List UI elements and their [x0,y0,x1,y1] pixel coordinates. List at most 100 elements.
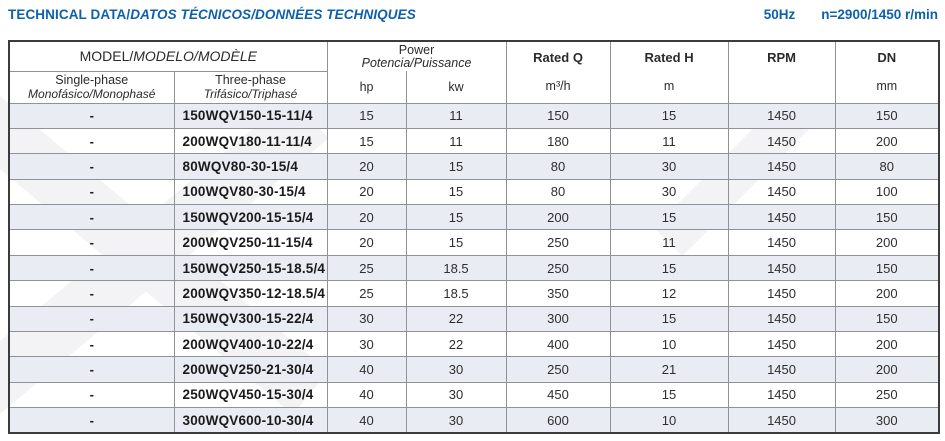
cell-rated-q: 250 [505,254,611,282]
header-dn: DN mm [834,40,940,104]
cell-rpm: 1450 [727,381,836,409]
cell-model: 150WQV150-15-11/4 [173,102,328,129]
cell-model: 80WQV80-30-15/4 [173,153,328,180]
cell-single-phase: - [8,280,175,307]
cell-rated-q: 150 [505,102,611,129]
header-single-phase-label: Single-phase [55,73,129,87]
cell-model: 300WQV600-10-30/4 [173,407,328,434]
table-row: - 200WQV250-21-30/4 40 30 250 21 1450 20… [8,356,940,383]
cell-kw: 30 [405,407,507,434]
cell-dn: 150 [834,102,940,129]
cell-hp: 15 [326,127,407,155]
header-hp-unit: hp [326,71,407,104]
cell-single-phase: - [8,127,175,155]
cell-kw: 18.5 [405,280,507,307]
cell-kw: 11 [405,102,507,129]
cell-hp: 40 [326,407,407,434]
table-row: - 150WQV300-15-22/4 30 22 300 15 1450 15… [8,305,940,333]
cell-dn: 250 [834,381,940,409]
cell-single-phase: - [8,153,175,180]
frequency-speed-group: 50Hz n=2900/1450 r/min [764,7,938,22]
cell-kw: 15 [405,153,507,180]
cell-single-phase: - [8,178,175,206]
header-model-main: MODEL/ [79,48,134,65]
cell-single-phase: - [8,407,175,434]
header-rpm-unit [729,79,835,94]
cell-model: 200WQV250-21-30/4 [173,356,328,383]
table-body: - 150WQV150-15-11/4 15 11 150 15 1450 15… [8,102,940,434]
cell-hp: 30 [326,331,407,358]
header-rated-h-label: Rated H [644,50,694,65]
cell-kw: 11 [405,127,507,155]
cell-hp: 30 [326,305,407,333]
cell-rated-q: 350 [505,280,611,307]
cell-dn: 300 [834,407,940,434]
cell-dn: 200 [834,331,940,358]
header-rated-q-unit: m³/h [545,79,571,93]
cell-model: 100WQV80-30-15/4 [173,178,328,206]
cell-rated-q: 450 [505,381,611,409]
cell-single-phase: - [8,331,175,358]
cell-dn: 200 [834,356,940,383]
table-row: - 100WQV80-30-15/4 20 15 80 30 1450 100 [8,178,940,206]
table-header: MODEL/MODELO/MODÈLE Power Potencia/Puiss… [8,40,940,104]
cell-rpm: 1450 [727,127,836,155]
cell-dn: 200 [834,280,940,307]
cell-single-phase: - [8,356,175,383]
cell-hp: 20 [326,204,407,231]
page-title: TECHNICAL DATA/DATOS TÉCNICOS/DONNÉES TE… [8,7,416,22]
cell-rated-h: 15 [609,254,729,282]
table-row: - 200WQV180-11-11/4 15 11 180 11 1450 20… [8,127,940,155]
table-row: - 200WQV400-10-22/4 30 22 400 10 1450 20… [8,331,940,358]
table-row: - 200WQV250-11-15/4 20 15 250 11 1450 20… [8,229,940,256]
cell-kw: 18.5 [405,254,507,282]
cell-rated-q: 600 [505,407,611,434]
header-single-phase-translations: Monofásico/Monophasé [28,87,156,101]
header-rpm: RPM [727,40,836,104]
cell-rated-q: 80 [505,153,611,180]
cell-dn: 200 [834,127,940,155]
cell-dn: 150 [834,254,940,282]
header-dn-unit: mm [876,79,898,93]
cell-rpm: 1450 [727,254,836,282]
cell-rated-q: 250 [505,229,611,256]
cell-rated-h: 12 [609,280,729,307]
header-rated-h-unit: m [663,79,675,93]
cell-rated-h: 15 [609,102,729,129]
cell-model: 200WQV250-11-15/4 [173,229,328,256]
cell-rated-h: 30 [609,153,729,180]
header-kw-unit: kw [405,71,507,104]
cell-single-phase: - [8,102,175,129]
table-row: - 80WQV80-30-15/4 20 15 80 30 1450 80 [8,153,940,180]
table-row: - 250WQV450-15-30/4 40 30 450 15 1450 25… [8,381,940,409]
cell-rpm: 1450 [727,356,836,383]
header-rated-q-label: Rated Q [533,50,583,65]
cell-kw: 22 [405,331,507,358]
page-title-main: TECHNICAL DATA/ [8,6,131,22]
cell-rpm: 1450 [727,204,836,231]
frequency-label: 50Hz [763,6,796,22]
header-three-phase-translations: Trifásico/Triphasé [203,87,298,101]
cell-hp: 40 [326,356,407,383]
cell-rated-h: 11 [609,229,729,256]
cell-kw: 15 [405,178,507,206]
cell-rated-h: 30 [609,178,729,206]
title-bar: TECHNICAL DATA/DATOS TÉCNICOS/DONNÉES TE… [8,4,938,24]
header-power: Power Potencia/Puissance [326,40,507,71]
header-single-phase: Single-phase Monofásico/Monophasé [8,71,175,104]
cell-rated-h: 10 [609,331,729,358]
cell-rpm: 1450 [727,280,836,307]
cell-rpm: 1450 [727,153,836,180]
header-rpm-label: RPM [767,50,796,65]
cell-dn: 150 [834,204,940,231]
cell-rated-q: 300 [505,305,611,333]
cell-kw: 22 [405,305,507,333]
cell-rated-h: 11 [609,127,729,155]
cell-rated-q: 400 [505,331,611,358]
table-row: - 150WQV250-15-18.5/4 25 18.5 250 15 145… [8,254,940,282]
cell-rpm: 1450 [727,305,836,333]
cell-rated-q: 250 [505,356,611,383]
cell-rated-h: 21 [609,356,729,383]
cell-model: 150WQV300-15-22/4 [173,305,328,333]
technical-data-table: MODEL/MODELO/MODÈLE Power Potencia/Puiss… [8,40,941,435]
